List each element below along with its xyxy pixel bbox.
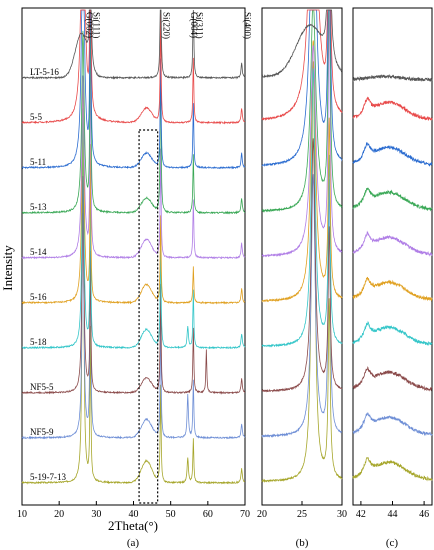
peak-label: Si(111): [91, 12, 101, 38]
peak-label: Si(220): [162, 12, 172, 39]
series-label: NF5-5: [30, 382, 54, 392]
panel-b: 20 25 30: [257, 7, 347, 520]
series-line-a-LT-5-16: [21, 9, 246, 80]
series-line-b-5-16: [261, 40, 343, 303]
series-line-c-5-14: [352, 230, 433, 257]
series-line-a-5-11: [21, 9, 246, 170]
series-line-a-NF5-5: [21, 176, 246, 395]
series-line-b-5-19-7-13: [261, 61, 343, 483]
series-line-c-NF5-9: [352, 412, 433, 437]
x-tick-label-b: 25: [297, 509, 307, 520]
x-axis-title: 2Theta(°): [108, 518, 158, 533]
series-line-b-5-18: [261, 68, 343, 348]
series-label: 5-14: [30, 247, 47, 257]
series-line-a-5-16: [21, 78, 246, 305]
x-tick-label-a: 30: [91, 509, 101, 520]
series-label: 5-18: [30, 337, 47, 347]
series-line-c-5-11: [352, 142, 433, 167]
panel-a: 10 20 30 40 50 60 70 5-19-7-13 NF5-9 NF5-5 5-18 5-1…: [17, 7, 253, 520]
y-axis-title: Intensity: [0, 245, 15, 291]
zoom-region-box: [138, 129, 159, 504]
panel-c: 42 44 46: [352, 7, 433, 520]
series-line-a-5-13: [21, 9, 246, 215]
peak-label: Si(311): [194, 12, 204, 39]
series-line-a-5-14: [21, 40, 246, 260]
series-line-c-5-13: [352, 187, 433, 212]
x-tick-label-c: 46: [419, 509, 429, 520]
x-tick-label-a: 70: [240, 509, 250, 520]
series-line-b-NF5-5: [261, 138, 343, 393]
plot-frame-c: [352, 7, 433, 506]
series-line-c-5-19-7-13: [352, 457, 433, 482]
x-tick-label-a: 40: [129, 509, 139, 520]
series-line-c-LT-5-16: [352, 74, 433, 82]
peak-label: G(002): [84, 12, 94, 38]
x-tick-label-b: 20: [257, 509, 267, 520]
series-line-c-NF5-5: [352, 366, 433, 392]
series-line-a-5-19-7-13: [21, 120, 246, 485]
x-tick-label-a: 10: [17, 509, 27, 520]
x-tick-label-a: 60: [203, 509, 213, 520]
series-label: 5-11: [30, 157, 46, 167]
series-label: LT-5-16: [30, 67, 59, 77]
series-line-c-5-5: [352, 96, 433, 121]
panel-letter-c: (c): [386, 537, 399, 549]
series-line-a-NF5-9: [21, 212, 246, 440]
series-line-a-5-18: [21, 108, 246, 350]
x-tick-label-a: 20: [54, 509, 64, 520]
x-tick-label-a: 50: [166, 509, 176, 520]
series-label: NF5-9: [30, 427, 54, 437]
peak-label: G(004): [189, 12, 199, 38]
x-tick-label-b: 30: [337, 509, 347, 520]
series-line-a-5-5: [21, 9, 246, 125]
panel-letter-a: (a): [127, 537, 140, 549]
series-line-b-LT-5-16: [261, 9, 343, 79]
series-label: 5-16: [30, 292, 47, 302]
x-tick-label-c: 42: [356, 509, 366, 520]
series-label: 5-19-7-13: [30, 472, 66, 482]
series-label: 5-13: [30, 202, 47, 212]
x-tick-label-c: 44: [388, 509, 398, 520]
figure-labels: Intensity 2Theta(°) (a) (b) (c): [0, 245, 398, 549]
series-line-c-5-16: [352, 276, 433, 302]
panel-letter-b: (b): [296, 537, 309, 549]
series-line-b-5-14: [261, 9, 343, 258]
peak-label: Si(400): [243, 12, 253, 39]
series-label: 5-5: [30, 112, 42, 122]
series-line-c-5-18: [352, 320, 433, 346]
